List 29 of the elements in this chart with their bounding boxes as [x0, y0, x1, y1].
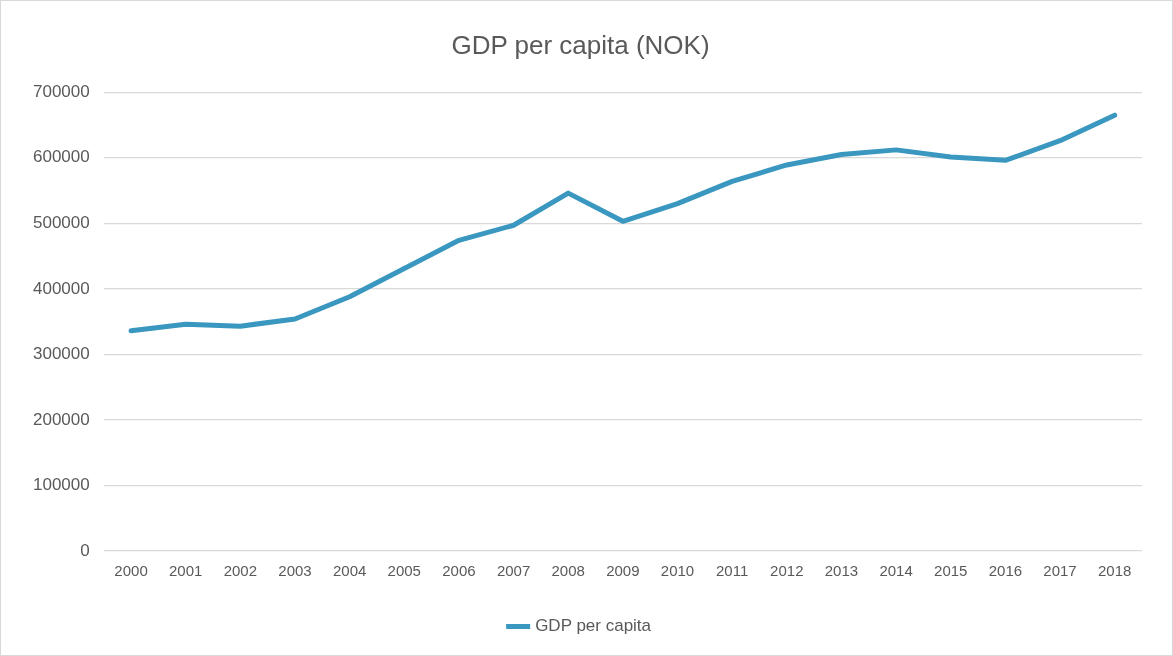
x-tick-label: 2008	[551, 562, 585, 580]
x-tick-label: 2016	[988, 562, 1023, 580]
x-tick-label: 2010	[660, 562, 695, 580]
x-tick-label: 2009	[606, 562, 640, 580]
x-tick-label: 2017	[1043, 562, 1077, 580]
y-tick-label: 200000	[32, 409, 90, 429]
x-tick-label: 2012	[770, 562, 804, 580]
legend-label: GDP per capita	[535, 616, 652, 636]
x-tick-label: 2003	[278, 562, 312, 580]
x-tick-label: 2007	[496, 562, 531, 580]
y-tick-label: 600000	[32, 147, 90, 167]
y-tick-label: 300000	[32, 344, 90, 364]
x-tick-label: 2005	[387, 562, 421, 580]
x-tick-label: 2004	[332, 562, 367, 580]
x-tick-label: 2000	[114, 562, 148, 580]
x-tick-label: 2002	[223, 562, 258, 580]
chart-title: GDP per capita (NOK)	[451, 29, 710, 60]
x-tick-label: 2014	[879, 562, 913, 580]
x-tick-label: 2013	[824, 562, 859, 580]
y-tick-label: 0	[80, 540, 90, 560]
x-tick-label: 2015	[934, 562, 968, 580]
y-tick-label: 500000	[32, 212, 90, 232]
x-tick-label: 2018	[1097, 562, 1132, 580]
y-tick-label: 400000	[32, 278, 90, 298]
y-tick-label: 700000	[32, 81, 90, 101]
x-tick-label: 2001	[169, 562, 203, 580]
x-tick-label: 2006	[442, 562, 476, 580]
y-tick-label: 100000	[32, 475, 90, 495]
x-tick-label: 2011	[716, 562, 749, 580]
